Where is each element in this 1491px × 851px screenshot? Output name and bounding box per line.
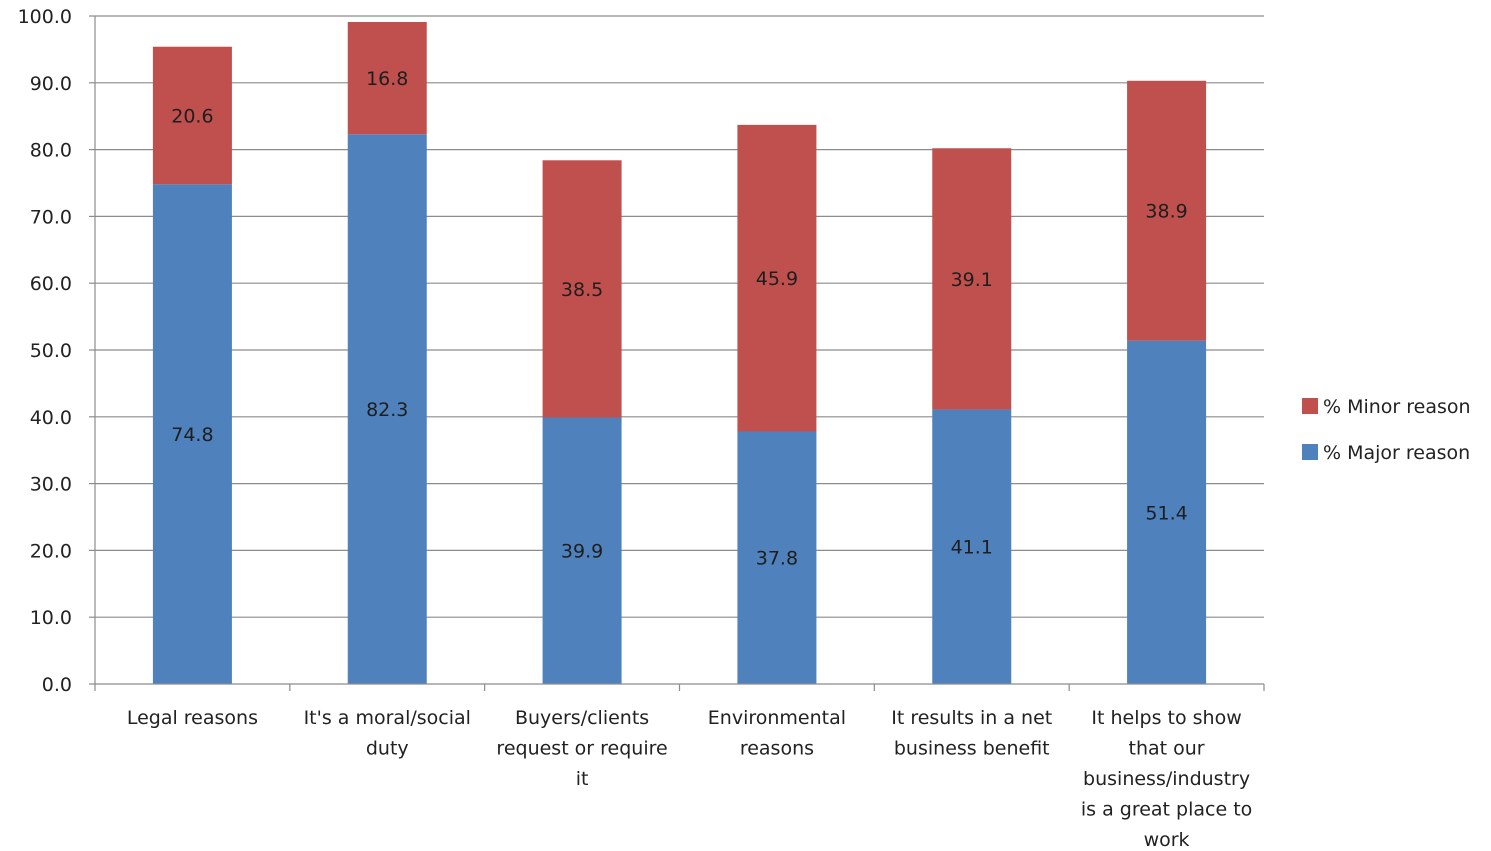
data-label: 20.6 [171, 106, 213, 128]
y-tick-label: 80.0 [30, 140, 72, 162]
bar-major-reason [737, 431, 817, 684]
data-label: 45.9 [756, 268, 798, 290]
bar-major-reason [347, 134, 427, 685]
bar-minor-reason [542, 160, 622, 418]
bar-minor-reason [347, 22, 427, 135]
x-category-label: It helps to show that our business/industr… [1081, 707, 1252, 851]
data-label: 39.9 [561, 541, 603, 563]
data-label: 82.3 [366, 399, 408, 421]
x-category-label: Legal reasons [127, 707, 258, 729]
legend: % Minor reason % Major reason [1302, 396, 1471, 464]
y-tick-label: 90.0 [30, 73, 72, 95]
data-label: 38.9 [1145, 201, 1187, 223]
bar-major-reason [542, 417, 622, 684]
bar-minor-reason [1127, 80, 1207, 341]
bars [152, 22, 1207, 685]
y-tick-label: 20.0 [30, 540, 72, 562]
bar-minor-reason [152, 46, 232, 185]
y-tick-label: 60.0 [30, 273, 72, 295]
bar-major-reason [1127, 340, 1207, 684]
legend-swatch [1302, 444, 1318, 460]
data-label: 38.5 [561, 279, 603, 301]
y-tick-label: 30.0 [30, 474, 72, 496]
data-label: 16.8 [366, 68, 408, 90]
y-tick-label: 70.0 [30, 206, 72, 228]
gridlines [95, 15, 1264, 618]
x-category-label: Buyers/clients request or require it [496, 707, 667, 790]
legend-label: % Major reason [1323, 442, 1470, 464]
y-tick-label: 0.0 [42, 674, 72, 696]
y-tick-label: 50.0 [30, 340, 72, 362]
data-label: 51.4 [1145, 502, 1187, 524]
legend-swatch [1302, 398, 1318, 414]
x-category-label: It results in a net business benefit [891, 707, 1052, 760]
y-tick-label: 100.0 [18, 6, 72, 28]
data-labels: 74.8 20.6 82.3 16.8 39.9 38.5 37.8 45.9 41.1 39.1… [171, 68, 1187, 570]
bar-minor-reason [932, 148, 1012, 410]
data-label: 39.1 [951, 269, 993, 291]
data-label: 37.8 [756, 548, 798, 570]
data-label: 74.8 [171, 424, 213, 446]
axes: 0.0 10.0 20.0 30.0 40.0 50.0 60.0 70.0 80.0 90.0 1… [18, 6, 1265, 851]
y-tick-label: 10.0 [30, 607, 72, 629]
x-category-label: It's a moral/social duty [304, 707, 471, 760]
bar-major-reason [152, 184, 232, 684]
data-label: 41.1 [951, 537, 993, 559]
y-tick-label: 40.0 [30, 407, 72, 429]
x-category-label: Environmental reasons [708, 707, 846, 760]
bar-major-reason [932, 409, 1012, 684]
legend-label: % Minor reason [1323, 396, 1471, 418]
bar-minor-reason [737, 124, 817, 432]
